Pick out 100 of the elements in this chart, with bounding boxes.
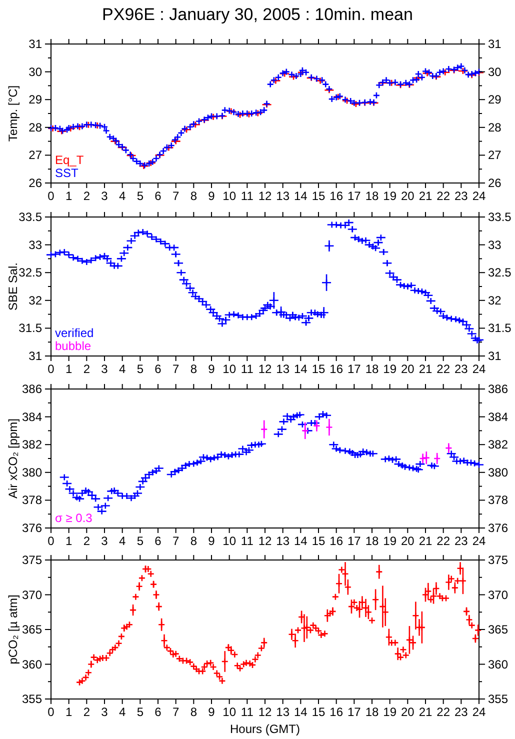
- x-tick-label: 23: [454, 362, 468, 376]
- y-tick-label: 32.5: [18, 266, 42, 280]
- x-tick-label: 12: [258, 189, 272, 203]
- x-tick-label: 0: [48, 705, 55, 719]
- x-tick-label: 15: [312, 189, 326, 203]
- y-tick-label: 370: [22, 588, 42, 602]
- point: [313, 422, 320, 430]
- y-tick-label: 33: [28, 238, 42, 252]
- y-tick-label: 376: [22, 521, 42, 535]
- x-tick-label: 4: [118, 534, 126, 548]
- x-tick-label: 21: [418, 189, 432, 203]
- point: [270, 77, 281, 84]
- x-tick-label: 16: [330, 362, 344, 376]
- x-tick-label: 15: [312, 534, 326, 548]
- x-tick-label: 0: [48, 189, 55, 203]
- x-tick-label: 6: [154, 189, 162, 203]
- x-tick-label: 6: [154, 362, 162, 376]
- x-tick-label: 17: [347, 189, 362, 203]
- point: [65, 124, 76, 132]
- x-tick-label: 16: [330, 534, 344, 548]
- y-tick-label: 31: [28, 37, 42, 51]
- y2-tick-label: 29: [488, 92, 502, 107]
- x-tick-label: 9: [208, 189, 216, 203]
- x-tick-label: 7: [172, 705, 180, 719]
- x-tick-label: 20: [400, 705, 415, 719]
- point: [146, 159, 156, 167]
- x-tick-label: 3: [101, 189, 108, 203]
- x-tick-label: 12: [258, 362, 272, 376]
- x-tick-label: 15: [312, 705, 326, 719]
- y-tick-label: 33.5: [18, 210, 42, 224]
- y-tick-label: 31: [28, 349, 42, 363]
- x-tick-label: 11: [240, 534, 254, 548]
- x-tick-label: 3: [101, 362, 108, 376]
- x-tick-label: 6: [154, 705, 162, 719]
- y2-tick-label: 370: [488, 588, 508, 602]
- x-tick-label: 24: [472, 705, 486, 719]
- x-tick-label: 24: [472, 189, 486, 203]
- y2-tick-label: 376: [488, 521, 508, 535]
- x-axis-title: Hours (GMT): [230, 722, 300, 736]
- x-tick-label: 5: [136, 189, 144, 203]
- y2-tick-label: 26: [488, 176, 502, 190]
- point: [74, 123, 85, 131]
- x-tick-label: 17: [347, 705, 362, 719]
- x-tick-label: 1: [65, 705, 72, 719]
- x-tick-label: 22: [436, 705, 450, 719]
- point: [326, 424, 333, 431]
- point: [422, 454, 430, 462]
- y-tick-label: 27: [28, 148, 42, 162]
- x-tick-label: 14: [294, 362, 308, 376]
- y2-tick-label: 31: [488, 349, 502, 363]
- y-axis-title: SBE Sal.: [6, 262, 20, 311]
- x-tick-label: 20: [400, 189, 415, 203]
- x-tick-label: 17: [347, 534, 362, 548]
- y-tick-label: 375: [22, 553, 42, 567]
- y-tick-label: 26: [28, 176, 42, 190]
- y2-tick-label: 384: [488, 410, 508, 424]
- x-tick-label: 21: [418, 534, 432, 548]
- x-tick-label: 18: [365, 189, 379, 203]
- x-tick-label: 17: [347, 362, 362, 376]
- series-label: Eq_T: [55, 153, 84, 167]
- x-tick-label: 7: [172, 362, 180, 376]
- x-tick-label: 2: [83, 705, 90, 719]
- x-tick-label: 8: [190, 534, 198, 548]
- x-tick-label: 9: [208, 362, 216, 376]
- x-tick-label: 5: [136, 534, 144, 548]
- y2-tick-label: 32: [488, 293, 502, 308]
- y-tick-label: 30: [28, 64, 42, 79]
- x-tick-label: 20: [400, 362, 415, 376]
- x-tick-label: 13: [276, 705, 290, 719]
- y2-tick-label: 33: [488, 238, 502, 252]
- y-tick-label: 365: [22, 622, 42, 636]
- x-tick-label: 10: [222, 534, 236, 548]
- y2-tick-label: 27: [488, 148, 502, 162]
- y-tick-label: 384: [22, 410, 42, 424]
- x-tick-label: 1: [65, 189, 72, 203]
- x-tick-label: 12: [258, 534, 272, 548]
- x-tick-label: 13: [276, 362, 290, 376]
- y-tick-label: 28: [28, 120, 42, 134]
- y-axis-title: Air xCO₂ [ppm]: [6, 418, 20, 499]
- x-tick-label: 23: [454, 705, 468, 719]
- x-tick-label: 13: [276, 534, 290, 548]
- chart-title: PX96E : January 30, 2005 : 10min. mean: [102, 5, 413, 24]
- y-tick-label: 355: [22, 692, 42, 706]
- x-tick-label: 2: [83, 189, 90, 203]
- x-tick-label: 8: [190, 189, 198, 203]
- y-axis-title: pCO₂ [µ atm]: [6, 594, 20, 664]
- x-tick-label: 4: [118, 362, 126, 376]
- y-tick-label: 386: [22, 382, 42, 396]
- point: [413, 74, 424, 82]
- text: SST: [55, 166, 80, 180]
- x-tick-label: 15: [312, 362, 326, 376]
- x-tick-label: 10: [222, 189, 236, 203]
- y-tick-label: 31.5: [18, 321, 42, 336]
- x-tick-label: 0: [48, 362, 55, 376]
- y-tick-label: 382: [22, 438, 42, 452]
- y2-tick-label: 365: [488, 622, 508, 636]
- x-tick-label: 0: [48, 534, 55, 548]
- x-tick-label: 4: [118, 189, 126, 203]
- x-tick-label: 4: [118, 705, 126, 719]
- point: [260, 426, 268, 433]
